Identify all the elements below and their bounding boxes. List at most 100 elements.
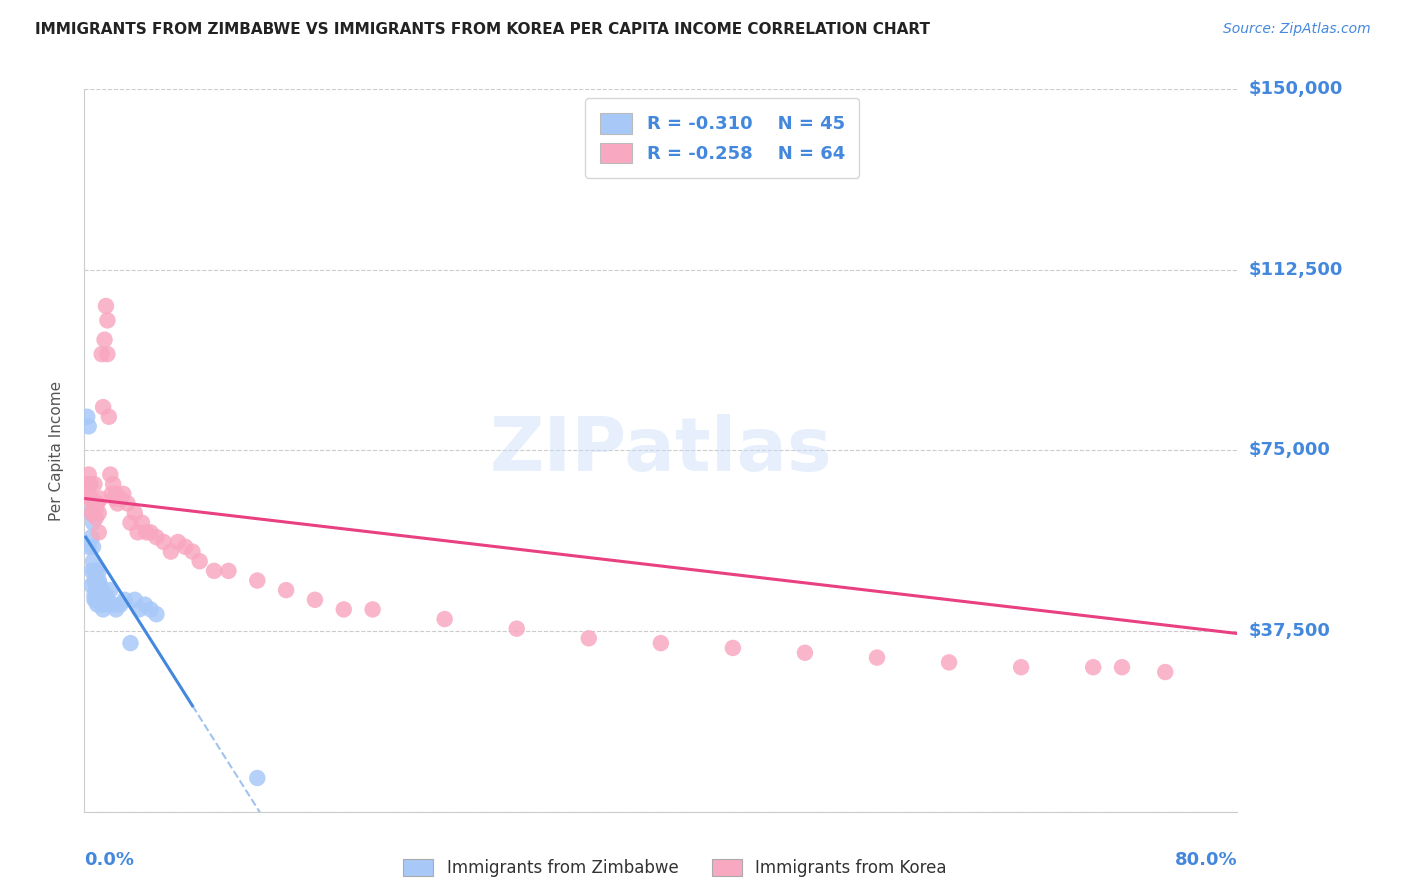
Point — [97, 598, 120, 612]
Y-axis label: Per Capita Income: Per Capita Income — [49, 380, 63, 521]
Legend: Immigrants from Zimbabwe, Immigrants from Korea: Immigrants from Zimbabwe, Immigrants fro… — [396, 852, 953, 884]
Point — [1111, 660, 1133, 674]
Point — [87, 525, 110, 540]
Point — [866, 650, 889, 665]
Point — [76, 477, 98, 491]
Point — [94, 299, 117, 313]
Point — [304, 592, 326, 607]
Point — [79, 506, 101, 520]
Point — [276, 583, 298, 598]
Point — [77, 467, 100, 482]
Point — [188, 554, 211, 568]
Point — [218, 564, 240, 578]
Text: ZIPatlas: ZIPatlas — [489, 414, 832, 487]
Point — [87, 506, 110, 520]
Point — [83, 477, 105, 491]
Text: $75,000: $75,000 — [1249, 442, 1330, 459]
Point — [82, 554, 104, 568]
Point — [100, 487, 122, 501]
Point — [104, 491, 127, 506]
Point — [89, 592, 111, 607]
Point — [120, 636, 142, 650]
Point — [80, 530, 103, 544]
Text: IMMIGRANTS FROM ZIMBABWE VS IMMIGRANTS FROM KOREA PER CAPITA INCOME CORRELATION : IMMIGRANTS FROM ZIMBABWE VS IMMIGRANTS F… — [35, 22, 931, 37]
Point — [167, 535, 190, 549]
Point — [84, 501, 107, 516]
Point — [1010, 660, 1032, 674]
Point — [103, 477, 124, 491]
Point — [117, 496, 139, 510]
Point — [87, 564, 110, 578]
Point — [93, 592, 115, 607]
Point — [1083, 660, 1105, 674]
Point — [91, 602, 114, 616]
Point — [145, 530, 167, 544]
Point — [84, 564, 107, 578]
Point — [578, 632, 600, 646]
Point — [98, 583, 121, 598]
Point — [110, 598, 132, 612]
Point — [105, 602, 128, 616]
Point — [83, 592, 105, 607]
Point — [160, 544, 183, 558]
Point — [433, 612, 456, 626]
Point — [82, 540, 104, 554]
Point — [76, 409, 98, 424]
Point — [107, 496, 129, 510]
Point — [89, 491, 111, 506]
Point — [135, 525, 157, 540]
Text: 80.0%: 80.0% — [1174, 851, 1237, 869]
Point — [79, 477, 101, 491]
Point — [77, 487, 100, 501]
Point — [139, 602, 162, 616]
Point — [87, 574, 110, 588]
Point — [94, 588, 117, 602]
Point — [246, 771, 269, 785]
Point — [84, 583, 107, 598]
Point — [90, 583, 112, 598]
Point — [506, 622, 529, 636]
Point — [96, 347, 118, 361]
Point — [152, 535, 174, 549]
Point — [77, 540, 100, 554]
Point — [124, 506, 146, 520]
Point — [77, 419, 100, 434]
Point — [721, 640, 744, 655]
Point — [79, 491, 101, 506]
Point — [80, 564, 103, 578]
Point — [80, 578, 103, 592]
Point — [82, 516, 104, 530]
Point — [139, 525, 162, 540]
Point — [127, 525, 149, 540]
Point — [96, 313, 118, 327]
Point — [97, 409, 120, 424]
Point — [80, 491, 103, 506]
Point — [105, 487, 128, 501]
Point — [86, 592, 108, 607]
Point — [96, 592, 118, 607]
Point — [333, 602, 356, 616]
Point — [145, 607, 167, 622]
Text: 0.0%: 0.0% — [84, 851, 135, 869]
Point — [83, 588, 105, 602]
Legend: R = -0.310    N = 45, R = -0.258    N = 64: R = -0.310 N = 45, R = -0.258 N = 64 — [585, 98, 859, 178]
Point — [86, 496, 108, 510]
Point — [103, 598, 124, 612]
Point — [89, 578, 111, 592]
Point — [131, 516, 153, 530]
Point — [86, 598, 108, 612]
Point — [120, 516, 142, 530]
Point — [128, 602, 150, 616]
Point — [112, 487, 135, 501]
Point — [361, 602, 384, 616]
Point — [83, 506, 105, 520]
Point — [174, 540, 197, 554]
Point — [87, 588, 110, 602]
Point — [110, 491, 132, 506]
Point — [83, 574, 105, 588]
Point — [93, 333, 115, 347]
Point — [90, 598, 112, 612]
Point — [84, 511, 107, 525]
Point — [181, 544, 204, 558]
Point — [90, 347, 112, 361]
